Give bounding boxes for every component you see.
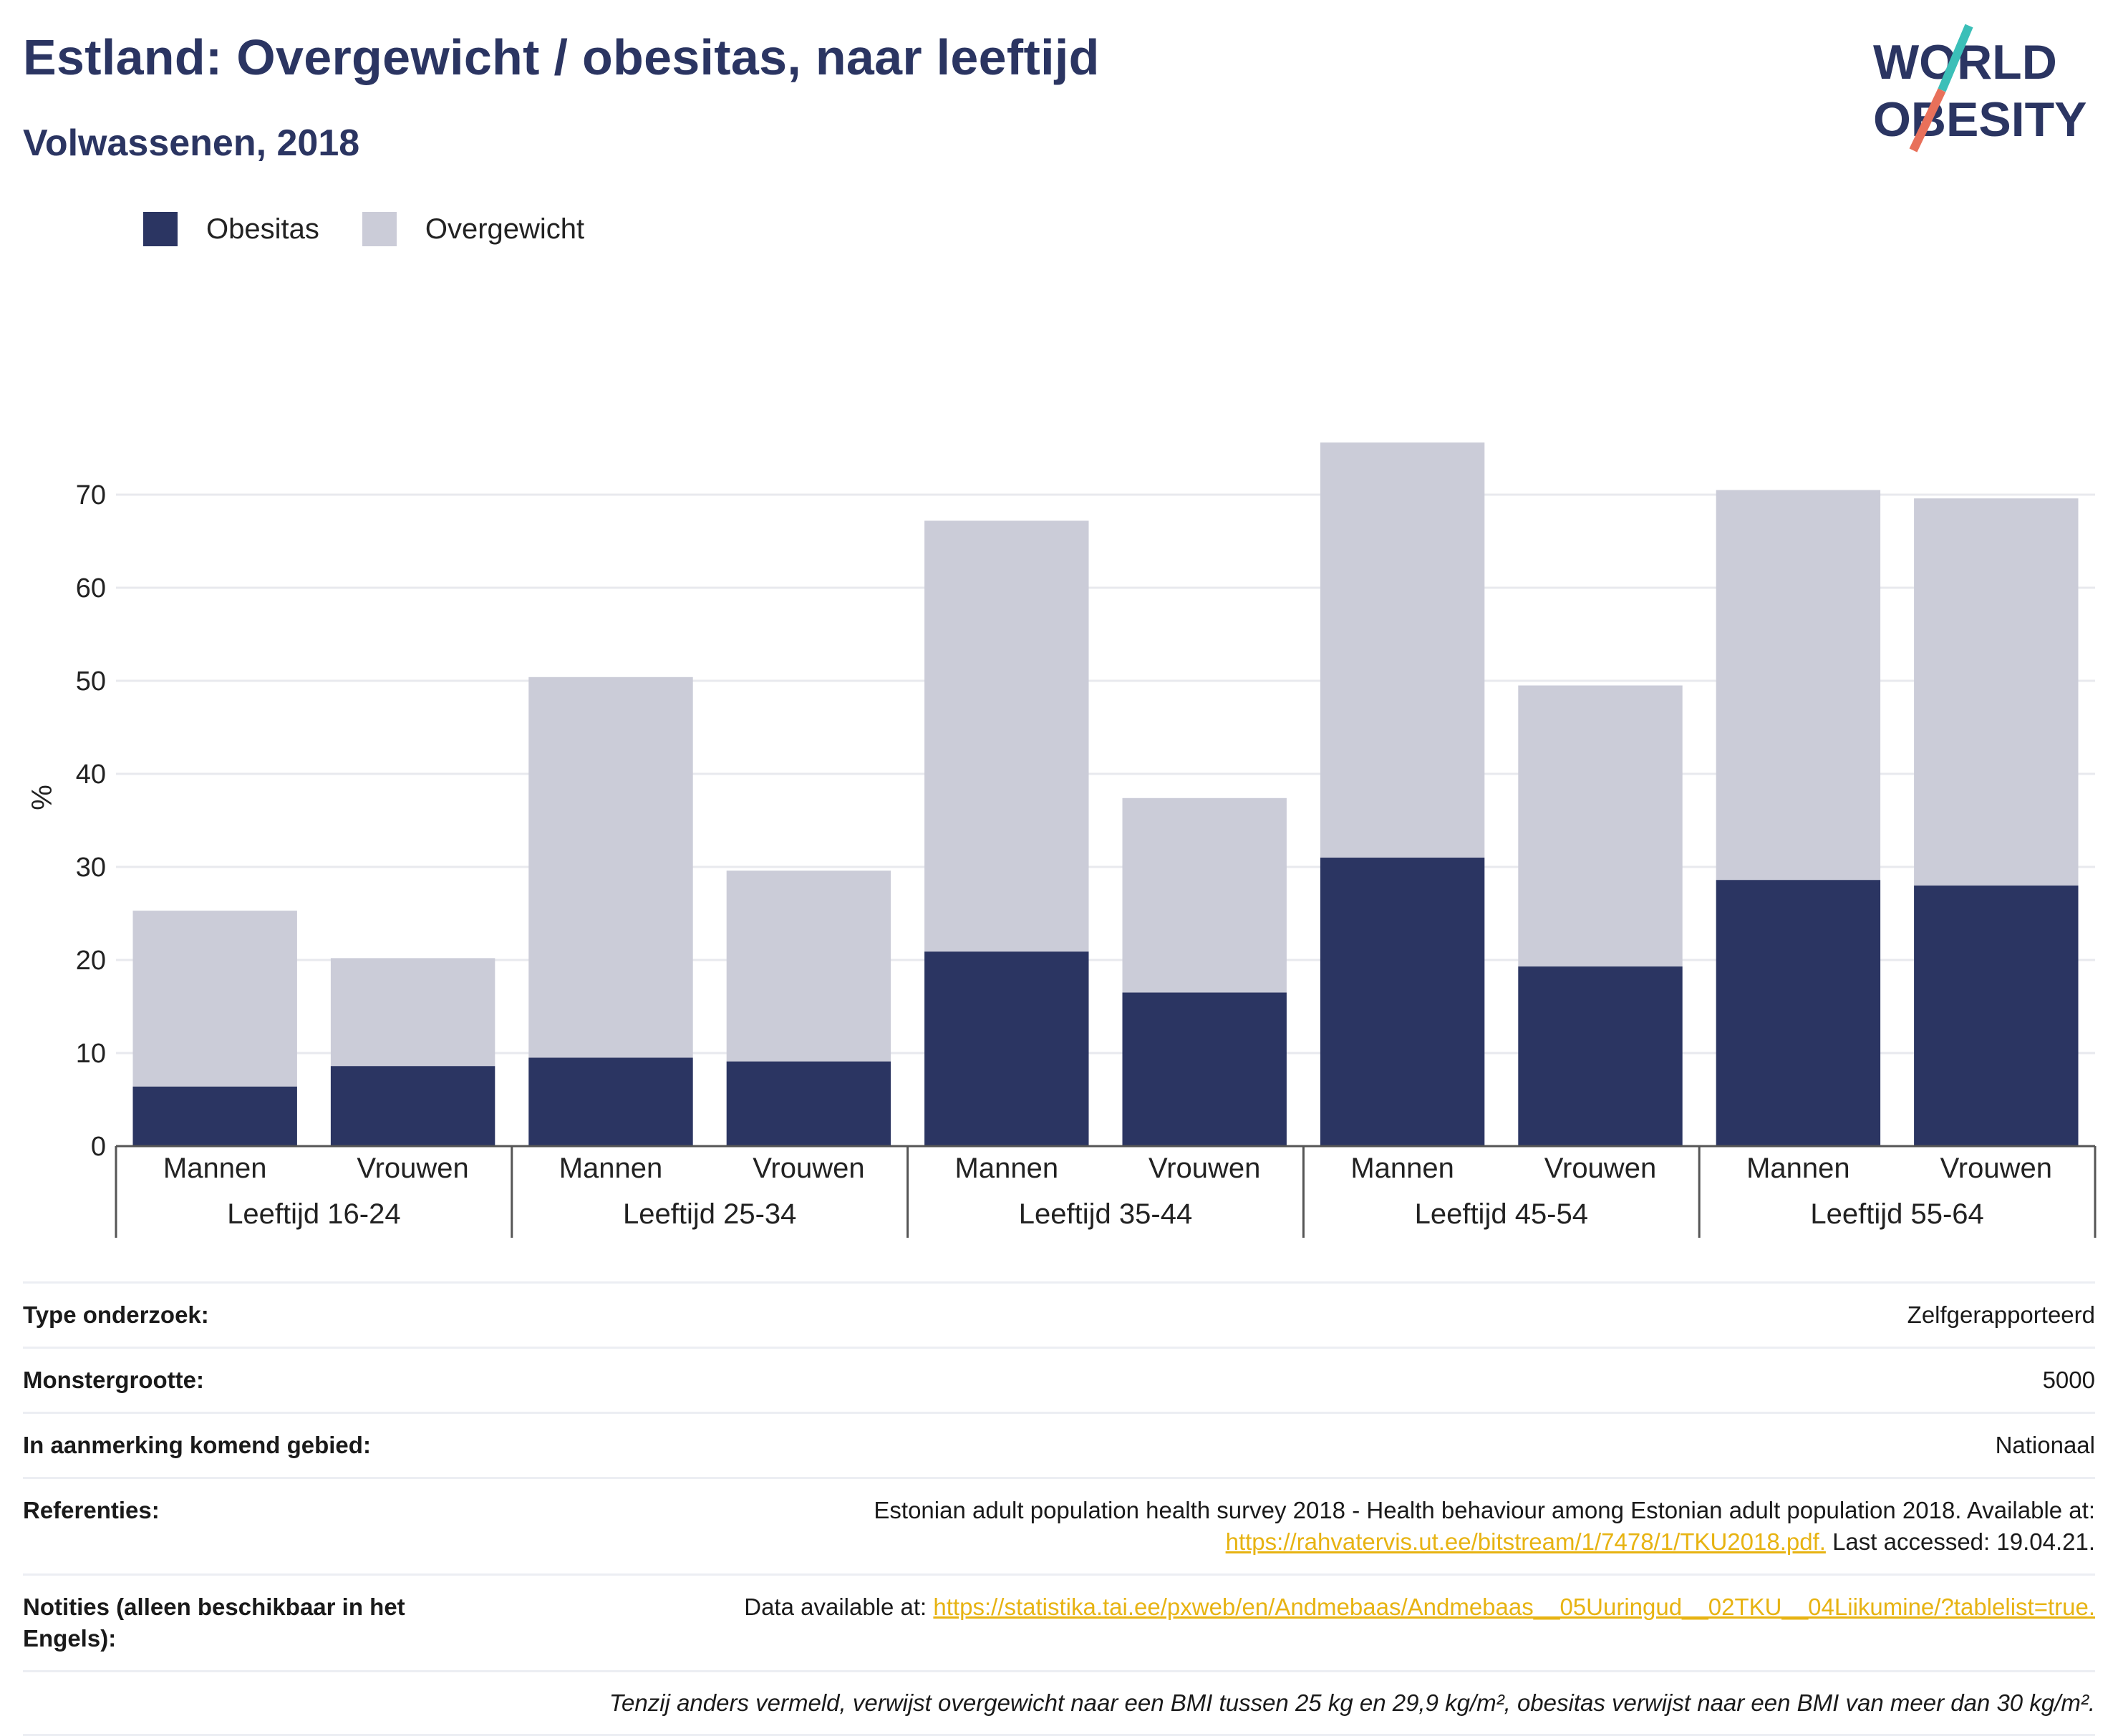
bar-obesitas bbox=[1122, 992, 1287, 1146]
bar-obesitas bbox=[132, 1086, 297, 1146]
info-notes-label: Notities (alleen beschikbaar in het Enge… bbox=[23, 1594, 405, 1652]
refs-text: Estonian adult population health survey … bbox=[874, 1497, 2095, 1523]
x-category-label: Mannen bbox=[955, 1153, 1059, 1184]
x-group-label: Leeftijd 35-44 bbox=[1019, 1198, 1192, 1230]
bar-overgewicht bbox=[132, 911, 297, 1087]
y-tick-label: 40 bbox=[76, 760, 106, 790]
logo-slash-top bbox=[1938, 24, 1973, 92]
x-category-label: Mannen bbox=[1350, 1153, 1454, 1184]
bar-overgewicht bbox=[330, 958, 495, 1067]
bar-overgewicht bbox=[1320, 442, 1485, 858]
info-row-notes: Notities (alleen beschikbaar in het Enge… bbox=[23, 1573, 2095, 1670]
bar-obesitas bbox=[1518, 966, 1683, 1146]
bar-overgewicht bbox=[1122, 797, 1287, 993]
y-axis-label: % bbox=[26, 785, 58, 810]
x-category-label: Vrouwen bbox=[1940, 1153, 2052, 1184]
legend-swatch-obesitas bbox=[143, 212, 178, 246]
bar-overgewicht bbox=[1518, 685, 1683, 967]
y-tick-label: 50 bbox=[76, 666, 106, 697]
chart-subtitle: Volwassenen, 2018 bbox=[23, 122, 360, 164]
bar-overgewicht bbox=[726, 871, 891, 1062]
x-group-label: Leeftijd 55-64 bbox=[1810, 1198, 1983, 1230]
info-sample-value: 5000 bbox=[2042, 1367, 2095, 1393]
x-group-label: Leeftijd 25-34 bbox=[623, 1198, 796, 1230]
logo-slash-bottom bbox=[1909, 88, 1946, 152]
info-type-label: Type onderzoek: bbox=[23, 1301, 209, 1328]
world-obesity-logo: WORLD OBESITY bbox=[1873, 24, 2087, 152]
bar-obesitas bbox=[1914, 886, 2079, 1146]
info-row-type: Type onderzoek: Zelfgerapporteerd bbox=[23, 1281, 2095, 1347]
x-category-label: Vrouwen bbox=[357, 1153, 468, 1184]
notes-text: Data available at: bbox=[744, 1594, 927, 1620]
legend-item-overgewicht[interactable]: Overgewicht bbox=[362, 212, 584, 246]
x-category-label: Mannen bbox=[559, 1153, 663, 1184]
info-area-value: Nationaal bbox=[1995, 1432, 2095, 1458]
x-category-label: Mannen bbox=[163, 1153, 267, 1184]
bar-obesitas bbox=[528, 1057, 693, 1146]
legend: Obesitas Overgewicht bbox=[143, 212, 627, 246]
footnote: Tenzij anders vermeld, verwijst overgewi… bbox=[23, 1670, 2095, 1736]
x-group-label: Leeftijd 16-24 bbox=[227, 1198, 400, 1230]
bar-overgewicht bbox=[528, 677, 693, 1058]
bar-overgewicht bbox=[924, 520, 1089, 952]
notes-link[interactable]: https://statistika.tai.ee/pxweb/en/Andme… bbox=[933, 1594, 2095, 1620]
bar-obesitas bbox=[330, 1066, 495, 1146]
bar-obesitas bbox=[924, 951, 1089, 1146]
info-row-sample: Monstergrootte: 5000 bbox=[23, 1347, 2095, 1412]
info-area-label: In aanmerking komend gebied: bbox=[23, 1432, 371, 1458]
legend-label-overgewicht: Overgewicht bbox=[425, 213, 585, 245]
info-refs-label: Referenties: bbox=[23, 1497, 160, 1523]
info-refs-value: Estonian adult population health survey … bbox=[481, 1495, 2095, 1558]
x-group-label: Leeftijd 45-54 bbox=[1415, 1198, 1588, 1230]
y-tick-label: 60 bbox=[76, 573, 106, 603]
logo-line2: OBESITY bbox=[1873, 92, 2087, 147]
bar-obesitas bbox=[1716, 880, 1881, 1146]
x-category-label: Mannen bbox=[1746, 1153, 1850, 1184]
info-row-refs: Referenties: Estonian adult population h… bbox=[23, 1477, 2095, 1573]
bar-overgewicht bbox=[1716, 490, 1881, 881]
bar-obesitas bbox=[1320, 858, 1485, 1146]
bar-obesitas bbox=[726, 1061, 891, 1146]
info-type-value: Zelfgerapporteerd bbox=[1907, 1301, 2095, 1328]
y-tick-label: 70 bbox=[76, 480, 106, 510]
y-tick-label: 0 bbox=[91, 1132, 106, 1162]
x-category-label: Vrouwen bbox=[753, 1153, 864, 1184]
legend-swatch-overgewicht bbox=[362, 212, 397, 246]
legend-label-obesitas: Obesitas bbox=[206, 213, 319, 245]
x-category-label: Vrouwen bbox=[1149, 1153, 1260, 1184]
refs-link[interactable]: https://rahvatervis.ut.ee/bitstream/1/74… bbox=[1225, 1528, 1826, 1555]
x-category-label: Vrouwen bbox=[1544, 1153, 1656, 1184]
bar-chart: 0 10 20 30 40 50 60 70% Mannen Vrouwen Mannen Vrouw… bbox=[26, 442, 2097, 1238]
info-notes-value: Data available at: https://statistika.ta… bbox=[481, 1591, 2095, 1654]
y-tick-label: 10 bbox=[76, 1039, 106, 1069]
legend-item-obesitas[interactable]: Obesitas bbox=[143, 212, 319, 246]
y-tick-label: 20 bbox=[76, 946, 106, 976]
refs-after: Last accessed: 19.04.21. bbox=[1832, 1528, 2095, 1555]
y-tick-label: 30 bbox=[76, 853, 106, 883]
chart-title: Estland: Overgewicht / obesitas, naar le… bbox=[23, 29, 1100, 85]
info-table: Type onderzoek: Zelfgerapporteerd Monste… bbox=[23, 1281, 2095, 1736]
bar-overgewicht bbox=[1914, 498, 2079, 886]
info-row-area: In aanmerking komend gebied: Nationaal bbox=[23, 1412, 2095, 1477]
info-sample-label: Monstergrootte: bbox=[23, 1367, 204, 1393]
